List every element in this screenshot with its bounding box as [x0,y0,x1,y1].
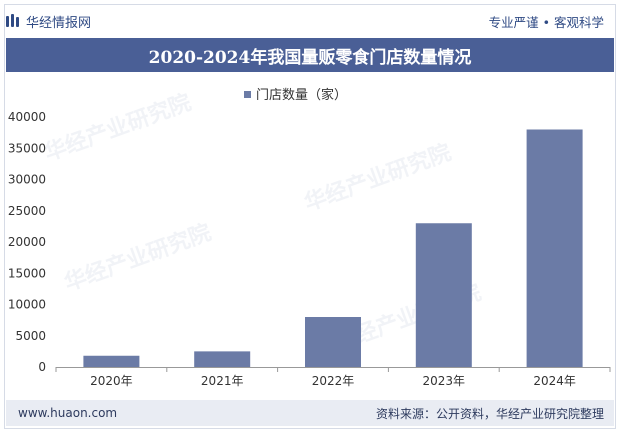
brand-name: 华经情报网 [26,15,92,31]
bar-chart: 门店数量（家） 0 5000 10000 15000 20000 25000 30000 350… [8,87,611,388]
top-bar: 华经情报网 专业严谨 • 客观科学 [6,8,610,34]
y-tick-label: 15000 [8,266,46,280]
y-tick-label: 35000 [8,141,46,155]
footer-site[interactable]: www.huaon.com [18,406,118,420]
bar[interactable] [415,223,472,367]
y-tick-label: 0 [38,360,46,374]
x-tick-label: 2024年 [533,374,576,388]
x-tick-label: 2021年 [201,374,244,388]
footer-source: 资料来源：公开资料，华经产业研究院整理 [375,406,604,421]
x-tick-label: 2023年 [423,374,466,388]
y-tick-label: 10000 [8,298,46,312]
legend-label[interactable]: 门店数量（家） [256,87,347,103]
bar[interactable] [305,317,361,367]
y-tick-label: 40000 [8,110,46,124]
y-tick-label: 5000 [15,329,46,343]
bar[interactable] [83,355,140,367]
huaon-logo-icon [6,14,20,28]
bar[interactable] [194,351,251,367]
x-tick-label: 2020年 [90,374,133,388]
x-tick-label: 2022年 [312,374,355,388]
legend-swatch [244,91,251,98]
slogan: 专业严谨 • 客观科学 [488,14,604,30]
bar[interactable] [526,129,583,368]
y-tick-label: 20000 [8,235,46,249]
y-tick-label: 25000 [8,204,46,218]
brand[interactable]: 华经情报网 [6,12,91,31]
footer: www.huaon.com 资料来源：公开资料，华经产业研究院整理 [6,400,614,426]
y-tick-label: 30000 [8,173,46,187]
chart-title: 2020-2024年我国量贩零食门店数量情况 [6,38,614,72]
